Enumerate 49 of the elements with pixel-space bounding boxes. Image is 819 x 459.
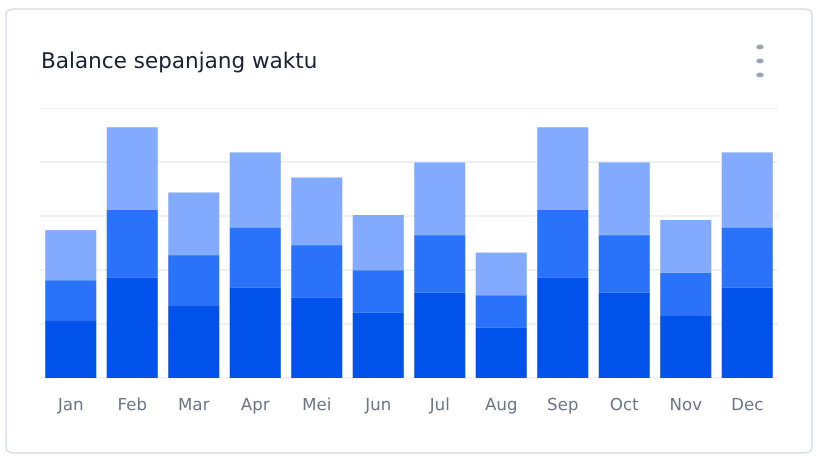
bar — [660, 315, 712, 378]
bar — [230, 228, 281, 288]
bar — [230, 152, 281, 228]
bar — [537, 127, 588, 210]
bar — [722, 228, 773, 288]
bar — [106, 210, 158, 278]
bar — [414, 292, 466, 378]
bar — [45, 280, 96, 320]
x-tick-label: Apr — [240, 398, 270, 414]
bar — [598, 162, 650, 236]
bar — [722, 152, 773, 228]
bar — [168, 255, 220, 306]
bar — [291, 177, 342, 246]
bar — [352, 312, 404, 378]
x-tick-label: Jan — [57, 398, 82, 414]
x-tick-label: Mei — [304, 397, 330, 410]
bar — [476, 252, 527, 296]
bar — [291, 245, 342, 298]
x-tick-label: Jul — [428, 397, 448, 414]
bar — [168, 305, 220, 378]
bar — [168, 192, 220, 256]
x-tick-label: Jun — [364, 398, 390, 414]
x-tick-label: Dec — [732, 398, 762, 410]
bar — [598, 292, 650, 378]
x-tick-label: Mar — [180, 398, 210, 410]
bar — [414, 162, 466, 236]
x-tick-label: Nov — [671, 398, 702, 410]
bar — [45, 230, 96, 280]
x-tick-label: Oct — [610, 398, 638, 410]
bar — [537, 210, 588, 278]
bar — [476, 328, 527, 378]
x-tick-label: Aug — [485, 398, 516, 414]
bar — [537, 278, 588, 378]
bar — [45, 320, 96, 378]
bar — [598, 235, 650, 293]
bar — [106, 278, 158, 378]
bar — [291, 298, 342, 378]
chart-title: Balance sepanjang waktu — [43, 52, 316, 72]
bar — [352, 215, 404, 270]
bar — [660, 272, 712, 316]
x-tick-label: Feb — [119, 397, 146, 410]
bar — [660, 220, 712, 273]
bar — [230, 288, 281, 378]
bar — [476, 295, 527, 328]
bar — [352, 270, 404, 313]
x-tick-label: Sep — [548, 398, 578, 414]
bar — [106, 127, 158, 210]
bar — [722, 288, 773, 378]
bar — [414, 235, 466, 293]
